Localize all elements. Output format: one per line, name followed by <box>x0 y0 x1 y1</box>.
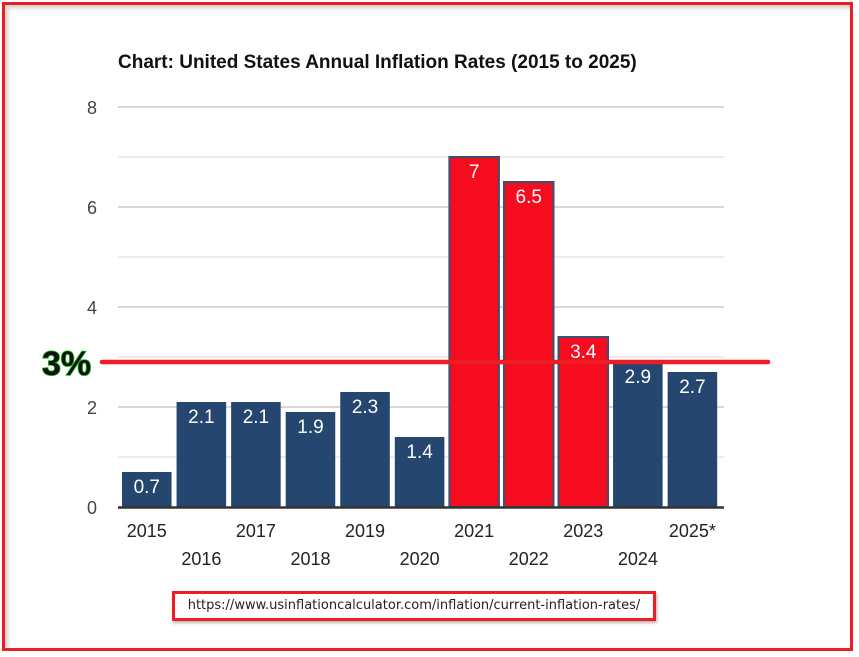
y-tick-label: 0 <box>87 498 97 518</box>
outer-frame <box>2 2 853 651</box>
x-tick-label: 2015 <box>127 521 167 541</box>
x-tick-label: 2019 <box>345 521 385 541</box>
x-tick-label: 2016 <box>181 549 221 569</box>
data-label: 1.9 <box>297 417 323 438</box>
x-axis-ticks: 2015 2016 2017 2018 2019 2020 2021 2022 2023 2024… <box>127 521 716 569</box>
x-tick-label: 2022 <box>509 549 549 569</box>
data-label: 7 <box>469 162 480 183</box>
data-label: 0.7 <box>134 477 160 498</box>
reference-line-group: 3% <box>41 344 771 384</box>
bar-2021 <box>448 156 500 508</box>
y-tick-label: 4 <box>87 298 97 318</box>
bar-2017 <box>231 402 281 507</box>
x-tick-label: 2017 <box>236 521 276 541</box>
source-url: https://www.usinflationcalculator.com/in… <box>172 591 656 621</box>
y-tick-label: 8 <box>87 98 97 118</box>
x-tick-label: 2023 <box>563 521 603 541</box>
data-label: 2.7 <box>679 377 705 398</box>
data-labels: 0.7 2.1 2.1 1.9 2.3 1.4 7 6.5 3.4 2.9 2.7 <box>134 162 706 498</box>
bar-2022 <box>502 181 555 508</box>
chart-title: Chart: United States Annual Inflation Ra… <box>118 52 637 73</box>
bar-2025 <box>667 372 718 507</box>
bar-2020 <box>394 437 445 507</box>
data-label: 2.1 <box>188 407 214 428</box>
bar-2016 <box>176 402 227 507</box>
bar-2023 <box>557 336 610 508</box>
x-tick-label: 2020 <box>400 549 440 569</box>
y-tick-label: 2 <box>87 398 97 418</box>
bar-2015 <box>122 472 172 507</box>
data-label: 2.3 <box>352 397 378 418</box>
reference-line-label: 3% <box>42 345 91 383</box>
bar-2024 <box>613 362 663 507</box>
x-tick-label: 2024 <box>618 549 658 569</box>
x-tick-label: 2021 <box>454 521 494 541</box>
data-label: 3.4 <box>570 342 597 363</box>
bars <box>122 156 718 508</box>
y-tick-label: 6 <box>87 198 97 218</box>
data-label: 6.5 <box>516 187 542 208</box>
data-label: 1.4 <box>406 442 433 463</box>
x-tick-label: 2025* <box>669 521 716 541</box>
data-label: 2.9 <box>625 367 651 388</box>
x-tick-label: 2018 <box>290 549 330 569</box>
bar-2018 <box>285 412 336 507</box>
bar-2019 <box>340 392 390 507</box>
data-label: 2.1 <box>243 407 269 428</box>
y-axis-ticks: 0 2 4 6 8 <box>87 98 97 518</box>
